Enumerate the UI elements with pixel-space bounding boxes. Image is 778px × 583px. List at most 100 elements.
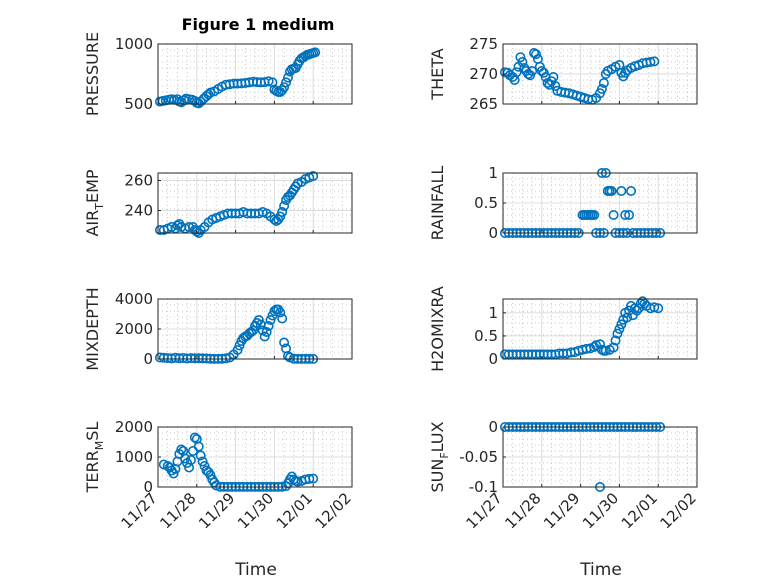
data-point bbox=[180, 453, 191, 464]
y-tick-label: 260 bbox=[124, 172, 153, 190]
data-point bbox=[589, 210, 600, 221]
y-tick-label: 0 bbox=[488, 418, 498, 436]
x-tick-label: 12/02 bbox=[657, 489, 700, 532]
y-tick-label: 270 bbox=[469, 65, 498, 83]
y-tick-label: 1 bbox=[488, 304, 498, 322]
data-point bbox=[176, 444, 187, 455]
y-tick-label: 2000 bbox=[115, 320, 153, 338]
data-point bbox=[277, 313, 288, 324]
x-tick-label: 12/01 bbox=[618, 489, 661, 532]
y-tick-label: 0.5 bbox=[474, 327, 498, 345]
data-point bbox=[653, 303, 664, 314]
subplot-0: 500 1000 PRESSURE bbox=[83, 32, 353, 116]
data-point bbox=[620, 210, 631, 221]
data-point bbox=[265, 314, 276, 325]
y-axis-label: PRESSURE bbox=[83, 32, 102, 116]
y-tick-label: 500 bbox=[124, 95, 153, 113]
data-point bbox=[203, 89, 214, 100]
y-axis-label: RAINFALL bbox=[428, 166, 447, 241]
data-point bbox=[626, 186, 637, 197]
data-point bbox=[185, 454, 196, 465]
data-point bbox=[275, 211, 286, 222]
axes-frame bbox=[157, 172, 353, 234]
data-point bbox=[269, 214, 280, 225]
x-tick-label: 11/30 bbox=[579, 489, 622, 532]
data-point bbox=[530, 49, 541, 60]
data-point bbox=[612, 328, 623, 339]
data-point bbox=[277, 207, 288, 218]
data-point bbox=[279, 201, 290, 212]
data-point bbox=[220, 353, 231, 364]
data-point bbox=[616, 319, 627, 330]
data-point bbox=[279, 337, 290, 348]
data-point bbox=[608, 342, 619, 353]
y-tick-label: 1000 bbox=[115, 448, 153, 466]
data-point bbox=[259, 331, 270, 342]
data-point bbox=[168, 468, 179, 479]
data-point bbox=[610, 335, 621, 346]
x-tick-label: 11/29 bbox=[195, 489, 238, 532]
data-point bbox=[622, 312, 633, 323]
subplot-1: 265 270 275 THETA bbox=[428, 35, 698, 113]
y-tick-label: 0 bbox=[488, 350, 498, 368]
data-point bbox=[598, 78, 609, 89]
y-axis-label: SUNFLUX bbox=[428, 421, 451, 492]
data-point bbox=[550, 81, 561, 92]
y-axis-label: AIRTEMP bbox=[83, 169, 106, 236]
y-tick-label: 240 bbox=[124, 202, 153, 220]
data-point bbox=[253, 314, 264, 325]
y-axis-label: TERRMSL bbox=[83, 422, 106, 494]
data-point bbox=[606, 186, 617, 197]
data-point bbox=[511, 67, 522, 78]
data-point bbox=[195, 450, 206, 461]
axes-frame bbox=[502, 298, 698, 360]
data-point bbox=[308, 473, 319, 484]
data-point bbox=[645, 56, 656, 67]
x-axis-label-left: Time bbox=[234, 560, 277, 580]
data-point bbox=[281, 77, 292, 88]
data-point bbox=[205, 469, 216, 480]
figure-title: Figure 1 medium bbox=[182, 15, 335, 34]
data-point bbox=[308, 171, 319, 182]
y-axis-label: MIXDEPTH bbox=[83, 287, 102, 370]
data-point bbox=[304, 473, 315, 484]
y-tick-label: 0 bbox=[143, 478, 153, 496]
y-tick-label: 1000 bbox=[115, 35, 153, 53]
data-point bbox=[189, 432, 200, 443]
x-axis-label-right: Time bbox=[579, 560, 622, 580]
y-tick-label: 0.5 bbox=[474, 194, 498, 212]
data-point bbox=[184, 222, 195, 233]
data-point bbox=[279, 82, 290, 93]
data-point bbox=[232, 344, 243, 355]
data-point bbox=[197, 456, 208, 467]
subplot-3: 0 0.5 1 RAINFALL bbox=[428, 164, 698, 242]
y-axis-label: H2OMIXRA bbox=[428, 286, 447, 372]
y-tick-label: -0.05 bbox=[459, 448, 498, 466]
data-point bbox=[263, 320, 274, 331]
x-tick-label: 12/02 bbox=[312, 489, 355, 532]
data-point bbox=[193, 441, 204, 452]
y-tick-label: 265 bbox=[469, 95, 498, 113]
y-tick-label: 4000 bbox=[115, 290, 153, 308]
subplot-5: 0 0.5 1 H2OMIXRA bbox=[428, 286, 698, 372]
x-tick-label: 11/28 bbox=[501, 489, 544, 532]
data-point bbox=[649, 302, 660, 313]
y-tick-label: 275 bbox=[469, 35, 498, 53]
data-point bbox=[616, 186, 627, 197]
subplot-4: 0 2000 4000 MIXDEPTH bbox=[83, 287, 353, 371]
data-point bbox=[649, 56, 660, 67]
y-tick-label: -0.1 bbox=[469, 478, 498, 496]
data-point bbox=[187, 445, 198, 456]
data-point bbox=[234, 340, 245, 351]
data-point bbox=[608, 210, 619, 221]
subplot-7: -0.1-0.05011/2711/2811/2911/3012/0112/02… bbox=[428, 418, 700, 532]
y-tick-label: 2000 bbox=[115, 418, 153, 436]
axes-frame bbox=[157, 43, 353, 105]
y-tick-label: 0 bbox=[143, 350, 153, 368]
data-point bbox=[261, 326, 272, 337]
x-tick-label: 11/30 bbox=[234, 489, 277, 532]
x-tick-label: 11/28 bbox=[156, 489, 199, 532]
data-point bbox=[620, 67, 631, 78]
